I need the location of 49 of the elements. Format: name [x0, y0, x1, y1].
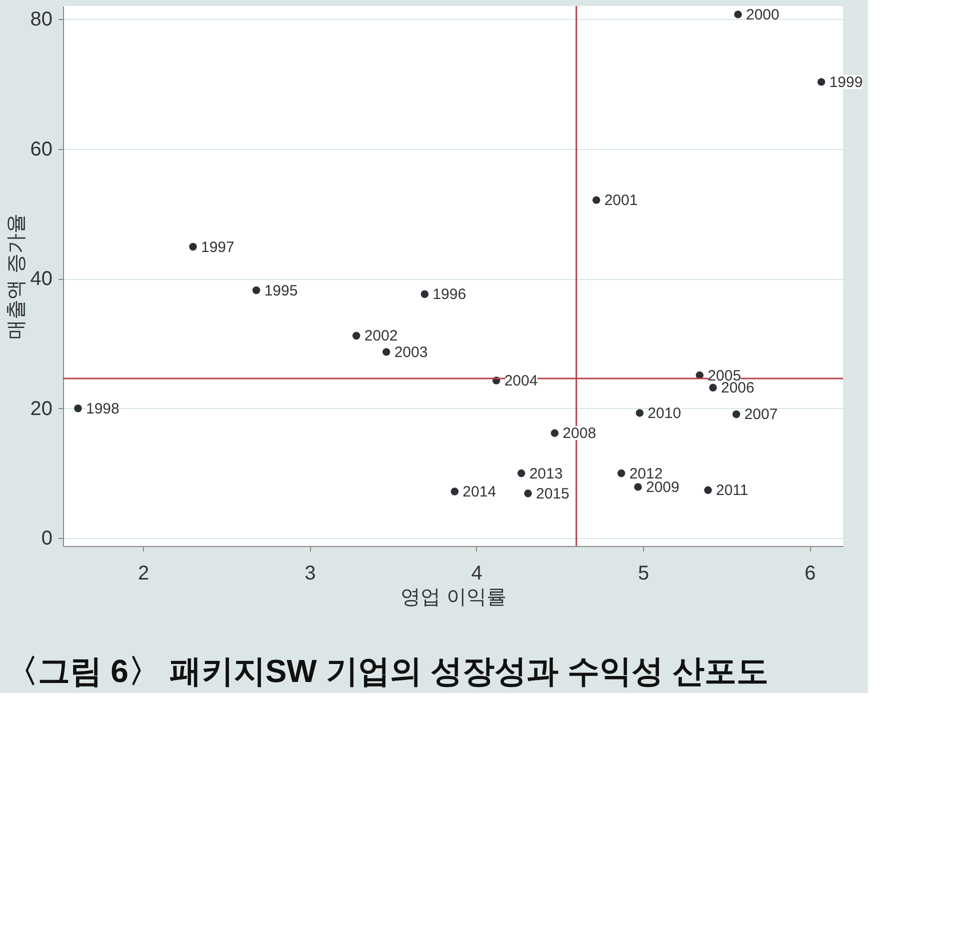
x-axis-title: 영업 이익률	[400, 586, 506, 608]
point	[74, 404, 82, 412]
annotation: 2011	[716, 482, 748, 500]
point	[732, 410, 740, 418]
annotation: 1995	[264, 282, 298, 300]
x-tick-label: 5	[638, 562, 650, 584]
point	[450, 488, 459, 496]
point	[634, 483, 642, 491]
point	[704, 486, 712, 494]
annotation: 2004	[504, 372, 538, 390]
annotation: 1999	[829, 74, 863, 91]
annotation: 2002	[364, 328, 398, 345]
text: 〈그림 6〉 패키지SW 기업의 성장성과 수익성 산포도	[6, 653, 768, 689]
y-tick-label: 0	[41, 528, 52, 550]
annotation: 2001	[604, 192, 638, 210]
point	[189, 242, 197, 251]
point	[382, 348, 390, 356]
annotation: 2014	[462, 483, 496, 500]
y-axis-title: 매출액 증가율	[5, 214, 28, 340]
point	[592, 196, 600, 204]
annotation: 2003	[394, 344, 428, 361]
annotation: 2015	[536, 485, 570, 502]
point	[252, 286, 260, 294]
y-tick-label: 80	[30, 8, 52, 30]
annotation: 1997	[201, 238, 234, 256]
y-tick-label: 40	[30, 268, 52, 290]
point	[524, 490, 532, 498]
annotation: 2010	[648, 404, 682, 422]
point	[817, 78, 826, 86]
point	[734, 10, 742, 18]
point	[420, 290, 429, 298]
point	[636, 409, 644, 417]
point	[352, 332, 360, 340]
annotation: 2008	[562, 425, 596, 442]
annotation: 2013	[529, 465, 563, 482]
point	[709, 384, 717, 392]
annotation: 1996	[432, 286, 466, 304]
annotation: 2000	[746, 6, 780, 24]
point	[517, 469, 526, 478]
annotation: 1998	[86, 400, 120, 418]
annotation: 2007	[744, 406, 778, 424]
x-tick-label: 3	[304, 562, 316, 584]
point	[550, 429, 559, 437]
y-tick-label: 60	[30, 138, 52, 160]
y-tick-label: 20	[30, 398, 52, 420]
point	[617, 469, 626, 478]
x-tick-label: 6	[804, 562, 816, 584]
x-tick-label: 2	[138, 562, 150, 584]
x-tick-label: 4	[471, 562, 482, 584]
